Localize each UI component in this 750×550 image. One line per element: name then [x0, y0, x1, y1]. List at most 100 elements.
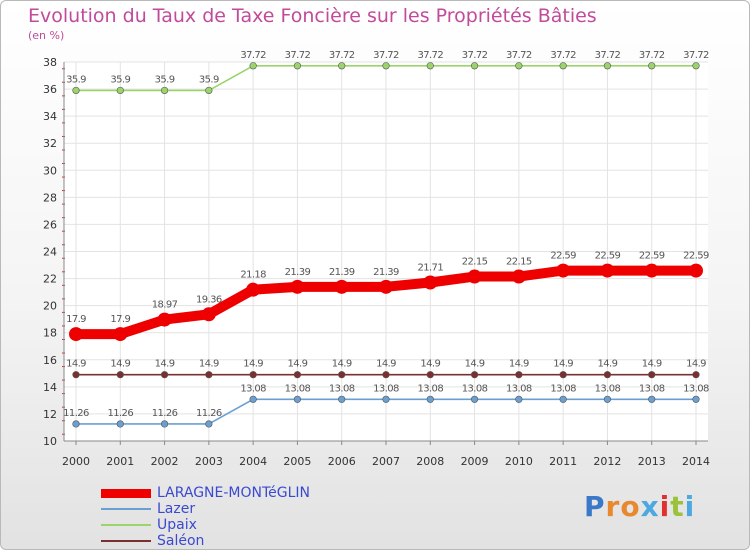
legend-swatch [101, 488, 151, 498]
data-point [72, 420, 80, 428]
data-point [69, 327, 83, 342]
data-point [603, 371, 612, 379]
proxiti-logo: Proxiti [584, 490, 696, 523]
data-point [470, 62, 479, 70]
data-point [338, 371, 346, 379]
y-axis-units: (en %) [28, 29, 65, 42]
data-label: 14.9 [155, 359, 175, 370]
x-tick-label: 2005 [283, 455, 311, 468]
y-tick-label: 30 [43, 164, 57, 177]
data-label: 21.18 [240, 270, 266, 281]
x-tick-label: 2014 [682, 455, 710, 468]
legend-swatch [101, 524, 151, 526]
data-label: 13.08 [639, 383, 665, 394]
data-label: 11.26 [107, 408, 133, 419]
data-point [160, 420, 169, 428]
legend: LARAGNE-MONTéGLIN Lazer Upaix Saléon [101, 485, 310, 549]
data-label: 14.9 [553, 359, 573, 370]
data-label: 14.9 [199, 359, 219, 370]
data-label: 14.9 [110, 359, 130, 370]
legend-label: Upaix [157, 517, 197, 533]
legend-item: Lazer [101, 501, 310, 517]
data-label: 14.9 [420, 359, 440, 370]
data-label: 37.72 [506, 50, 532, 61]
data-point [116, 371, 124, 379]
data-label: 37.72 [329, 50, 355, 61]
data-label: 37.72 [373, 50, 399, 61]
data-label: 22.59 [550, 251, 576, 262]
data-label: 22.59 [595, 251, 621, 262]
data-point [515, 395, 523, 403]
data-point [426, 62, 434, 70]
data-point [72, 371, 80, 379]
legend-item: Upaix [101, 517, 310, 533]
data-label: 14.9 [287, 359, 307, 370]
y-tick-label: 38 [43, 56, 57, 69]
data-label: 21.39 [329, 267, 355, 278]
data-label: 17.9 [66, 314, 86, 325]
y-tick-label: 36 [43, 83, 57, 96]
data-label: 22.59 [683, 251, 709, 262]
y-tick-label: 20 [43, 300, 57, 313]
x-tick-label: 2010 [505, 455, 533, 468]
data-label: 13.08 [550, 383, 576, 394]
data-label: 11.26 [152, 408, 178, 419]
x-tick-label: 2003 [195, 455, 223, 468]
data-label: 37.72 [285, 50, 311, 61]
data-label: 13.08 [506, 383, 532, 394]
x-tick-label: 2002 [151, 455, 179, 468]
y-tick-label: 22 [43, 273, 57, 286]
data-label: 13.08 [595, 383, 621, 394]
data-label: 14.9 [642, 359, 662, 370]
data-label: 35.9 [110, 74, 130, 85]
data-label: 13.08 [462, 383, 488, 394]
data-point [559, 62, 567, 70]
data-label: 13.08 [417, 383, 443, 394]
data-label: 35.9 [155, 74, 175, 85]
y-tick-label: 18 [43, 327, 57, 340]
data-point [160, 86, 169, 95]
data-point [692, 62, 700, 70]
data-point [692, 395, 700, 403]
x-tick-label: 2001 [106, 455, 134, 468]
data-label: 22.59 [639, 251, 665, 262]
data-point [249, 371, 257, 379]
y-tick-label: 12 [43, 408, 57, 421]
data-label: 37.72 [639, 50, 665, 61]
x-tick-label: 2007 [372, 455, 400, 468]
data-point [157, 312, 172, 327]
data-label: 37.72 [240, 50, 266, 61]
y-tick-label: 34 [43, 110, 57, 123]
data-point [426, 395, 434, 403]
x-tick-label: 2009 [461, 455, 489, 468]
data-label: 22.15 [506, 257, 532, 268]
data-point [382, 395, 390, 403]
data-point [246, 282, 261, 297]
data-point [116, 86, 124, 95]
data-label: 14.9 [66, 359, 86, 370]
data-label: 21.39 [285, 267, 311, 278]
data-point [426, 371, 434, 379]
data-label: 11.26 [63, 408, 89, 419]
data-label: 14.9 [243, 359, 263, 370]
legend-label: LARAGNE-MONTéGLIN [157, 485, 311, 501]
data-point [113, 327, 128, 342]
data-point [293, 395, 302, 403]
legend-swatch [101, 508, 151, 510]
legend-item: Saléon [101, 533, 310, 549]
data-label: 13.08 [240, 383, 266, 394]
y-tick-label: 10 [43, 435, 57, 448]
data-label: 18.97 [152, 300, 178, 311]
x-tick-label: 2004 [239, 455, 267, 468]
data-label: 21.39 [373, 267, 399, 278]
y-tick-label: 24 [43, 246, 57, 259]
data-label: 14.9 [376, 359, 396, 370]
data-point [515, 371, 523, 379]
data-point [160, 371, 169, 379]
data-label: 17.9 [110, 314, 130, 325]
data-label: 37.72 [595, 50, 621, 61]
data-point [290, 279, 305, 294]
data-label: 14.9 [686, 359, 706, 370]
data-label: 11.26 [196, 408, 222, 419]
data-label: 35.9 [199, 74, 219, 85]
